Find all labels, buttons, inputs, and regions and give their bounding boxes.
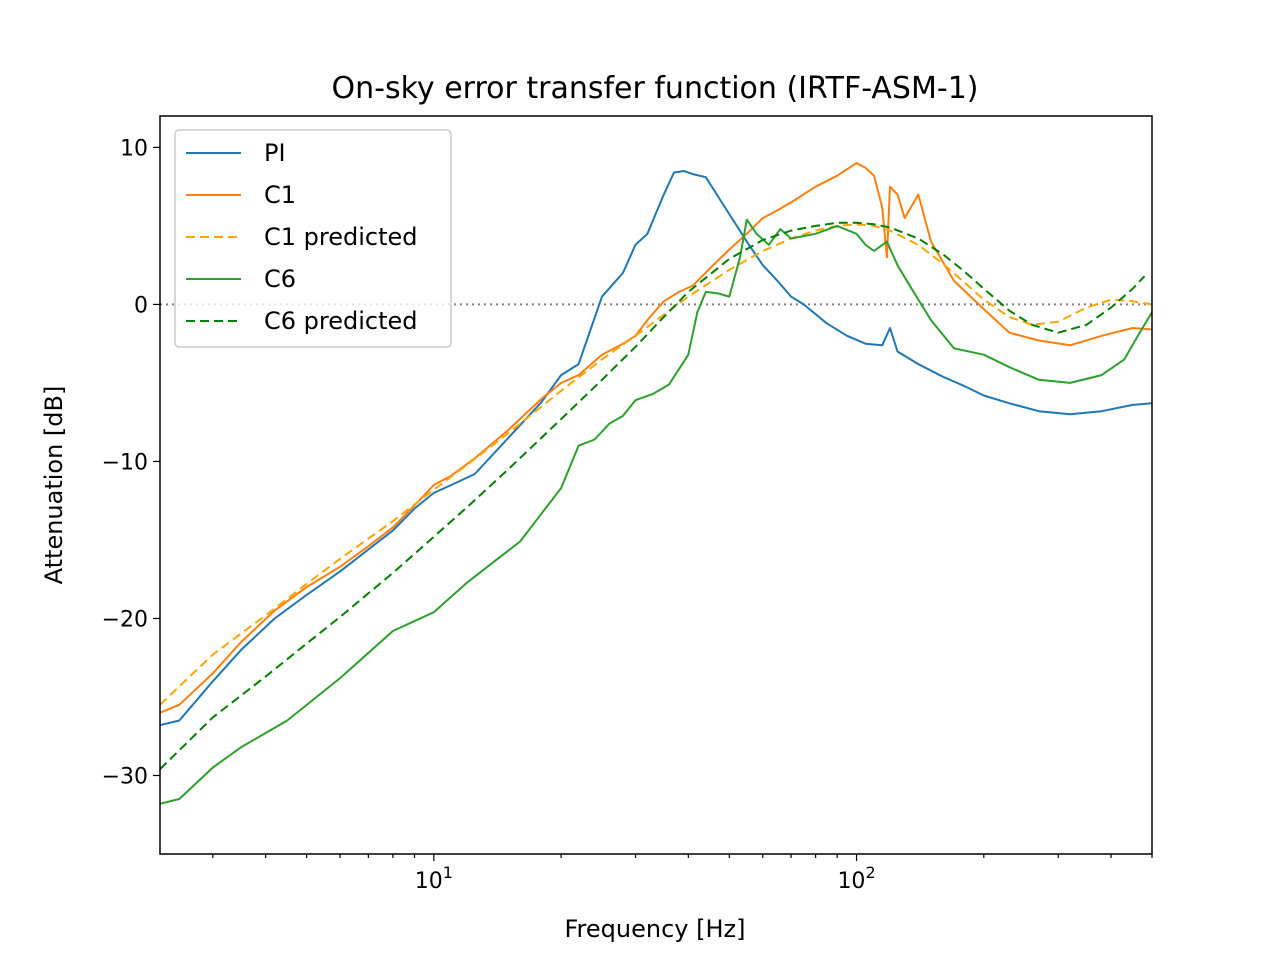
series-layer: [160, 162, 1152, 805]
chart-title: On-sky error transfer function (IRTF-ASM…: [332, 71, 979, 106]
legend-label: C1 predicted: [264, 223, 418, 251]
series-line-c6-predicted: [160, 221, 1146, 770]
legend-label: PI: [264, 139, 286, 167]
y-tick-label: 10: [120, 136, 148, 161]
legend-label: C1: [264, 181, 296, 209]
legend-box: [174, 129, 452, 348]
y-tick-label: −10: [102, 450, 148, 475]
x-tick-label: 101: [415, 863, 453, 894]
x-tick-label: 102: [837, 863, 875, 894]
y-axis-label: Attenuation [dB]: [40, 386, 68, 585]
x-axis-ticks: 101 102: [212, 854, 1153, 894]
x-axis-label: Frequency [Hz]: [565, 915, 746, 943]
plot-frame: [159, 115, 1153, 855]
series-line-pi: [160, 170, 1152, 727]
legend-items: PI C1 C1 predicted C6 C6 predicted: [186, 139, 418, 335]
series-line-c1-predicted: [160, 223, 1152, 706]
y-tick-label: −20: [102, 607, 148, 632]
y-tick-label: 0: [134, 293, 148, 318]
y-tick-label: −30: [102, 764, 148, 789]
y-axis-ticks: 10 0 −10 −20 −30: [102, 136, 160, 789]
legend: PI C1 C1 predicted C6 C6 predicted: [174, 129, 452, 348]
legend-label: C6 predicted: [264, 307, 418, 335]
legend-label: C6: [264, 265, 296, 293]
series-line-c1: [160, 162, 1152, 714]
series-line-c6: [160, 218, 1152, 805]
